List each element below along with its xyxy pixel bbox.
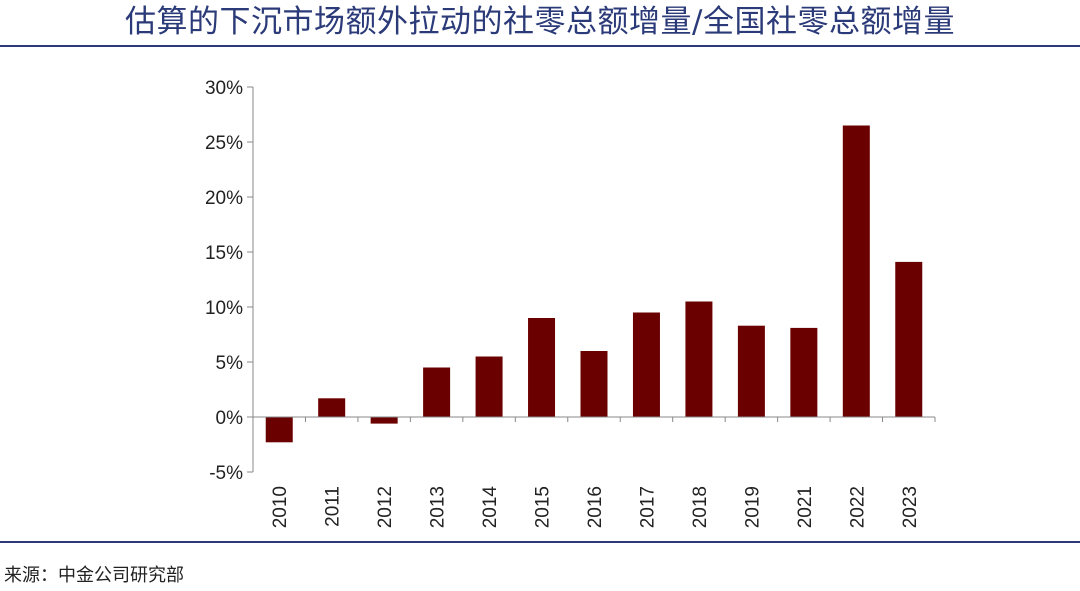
bar [842,125,870,417]
x-tick-label: 2016 [585,486,606,528]
x-tick-label: 2010 [270,486,291,528]
bar [370,417,398,424]
bar [423,367,451,417]
x-tick-label: 2017 [637,486,658,528]
bar [685,301,713,417]
bar [265,417,293,443]
x-tick-label: 2018 [690,486,711,528]
bar [528,318,556,417]
y-tick-label: 0% [216,408,244,429]
bar [895,261,923,417]
bar [580,351,608,417]
bar [632,312,660,417]
bar [318,398,346,417]
bar [737,325,765,417]
y-tick-label: 10% [205,298,243,319]
x-tick-label: 2012 [375,486,396,528]
title-divider [0,45,1080,47]
x-tick-label: 2019 [742,486,763,528]
x-tick-label: 2014 [480,486,501,529]
x-tick-label: 2023 [900,486,921,528]
bar [790,327,818,417]
x-tick-label: 2013 [428,486,449,528]
y-tick-label: -5% [209,463,243,484]
x-tick-label: 2021 [795,486,816,528]
y-tick-label: 25% [205,133,243,154]
x-tick-label: 2015 [533,486,554,528]
chart-title: 估算的下沉市场额外拉动的社零总额增量/全国社零总额增量 [125,4,955,40]
y-tick-label: 30% [205,78,243,99]
footer-divider [0,541,1080,543]
y-tick-label: 5% [216,353,244,374]
y-tick-label: 20% [205,188,243,209]
x-tick-label: 2011 [323,486,344,527]
source-note: 来源：中金公司研究部 [4,565,184,586]
bar [475,356,503,417]
y-tick-label: 15% [205,243,243,264]
x-tick-label: 2022 [847,486,868,528]
